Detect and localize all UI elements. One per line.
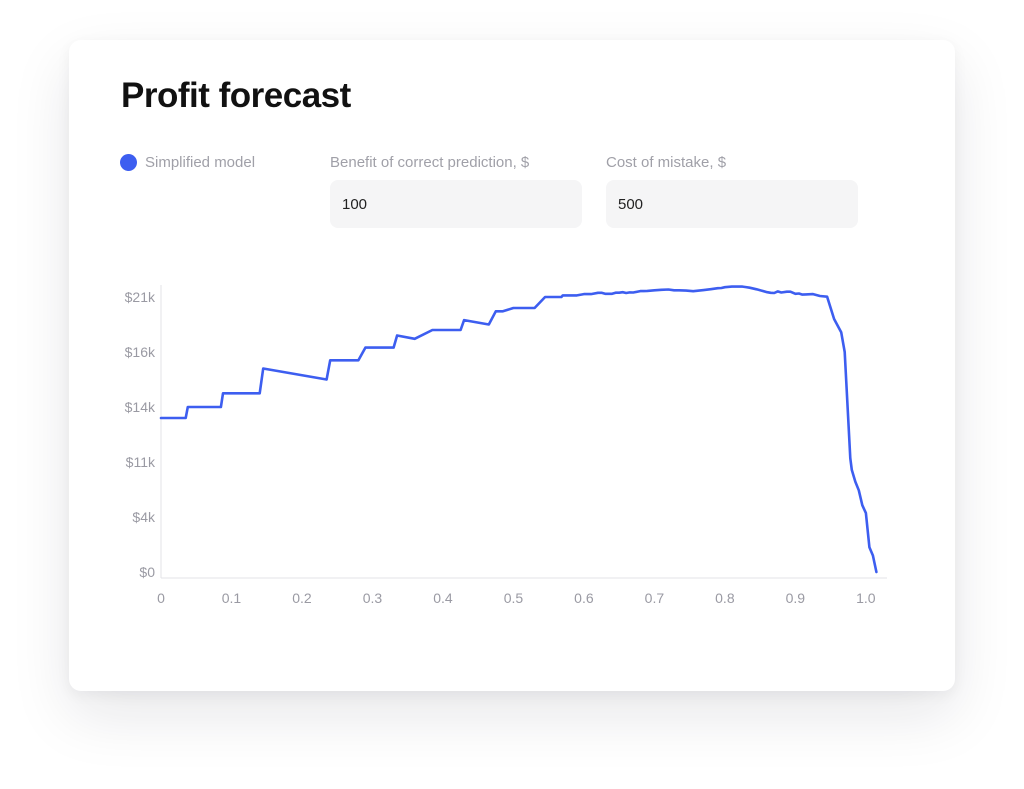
y-tick-label: $11k	[126, 454, 156, 470]
y-tick-label: $4k	[132, 509, 156, 525]
profit-forecast-card: Profit forecast Simplified model Benefit…	[69, 40, 955, 691]
y-tick-label: $16k	[125, 344, 156, 360]
cost-field-group: Cost of mistake, $	[606, 154, 858, 228]
x-tick-label: 0.5	[504, 590, 524, 606]
x-tick-label: 0.1	[222, 590, 242, 606]
benefit-input[interactable]	[330, 180, 582, 228]
x-tick-label: 0.6	[574, 590, 594, 606]
y-tick-label: $14k	[125, 399, 156, 415]
x-tick-label: 0.4	[433, 590, 453, 606]
legend-label: Simplified model	[145, 154, 256, 171]
page-title: Profit forecast	[121, 76, 351, 115]
profit-chart: $0 $4k $11k $14k $16k $21k 0 0.1 0.2 0.3 0.4 0.5 0.6…	[125, 285, 887, 606]
series-line-simplified-model	[159, 285, 878, 574]
legend-item: Simplified model	[120, 154, 255, 171]
x-tick-label: 0.3	[363, 590, 383, 606]
benefit-field-group: Benefit of correct prediction, $	[330, 154, 582, 228]
x-tick-label: 0	[157, 590, 165, 606]
legend-dot-icon	[120, 154, 137, 171]
x-tick-label: 1.0	[856, 590, 876, 606]
x-tick-label: 0.7	[645, 590, 665, 606]
cost-input[interactable]	[606, 180, 858, 228]
cost-label: Cost of mistake, $	[606, 154, 727, 171]
x-tick-label: 0.8	[715, 590, 735, 606]
x-tick-label: 0.9	[786, 590, 806, 606]
y-tick-label: $21k	[125, 289, 156, 305]
benefit-label: Benefit of correct prediction, $	[330, 154, 530, 171]
x-tick-label: 0.2	[292, 590, 312, 606]
y-tick-label: $0	[139, 564, 155, 580]
